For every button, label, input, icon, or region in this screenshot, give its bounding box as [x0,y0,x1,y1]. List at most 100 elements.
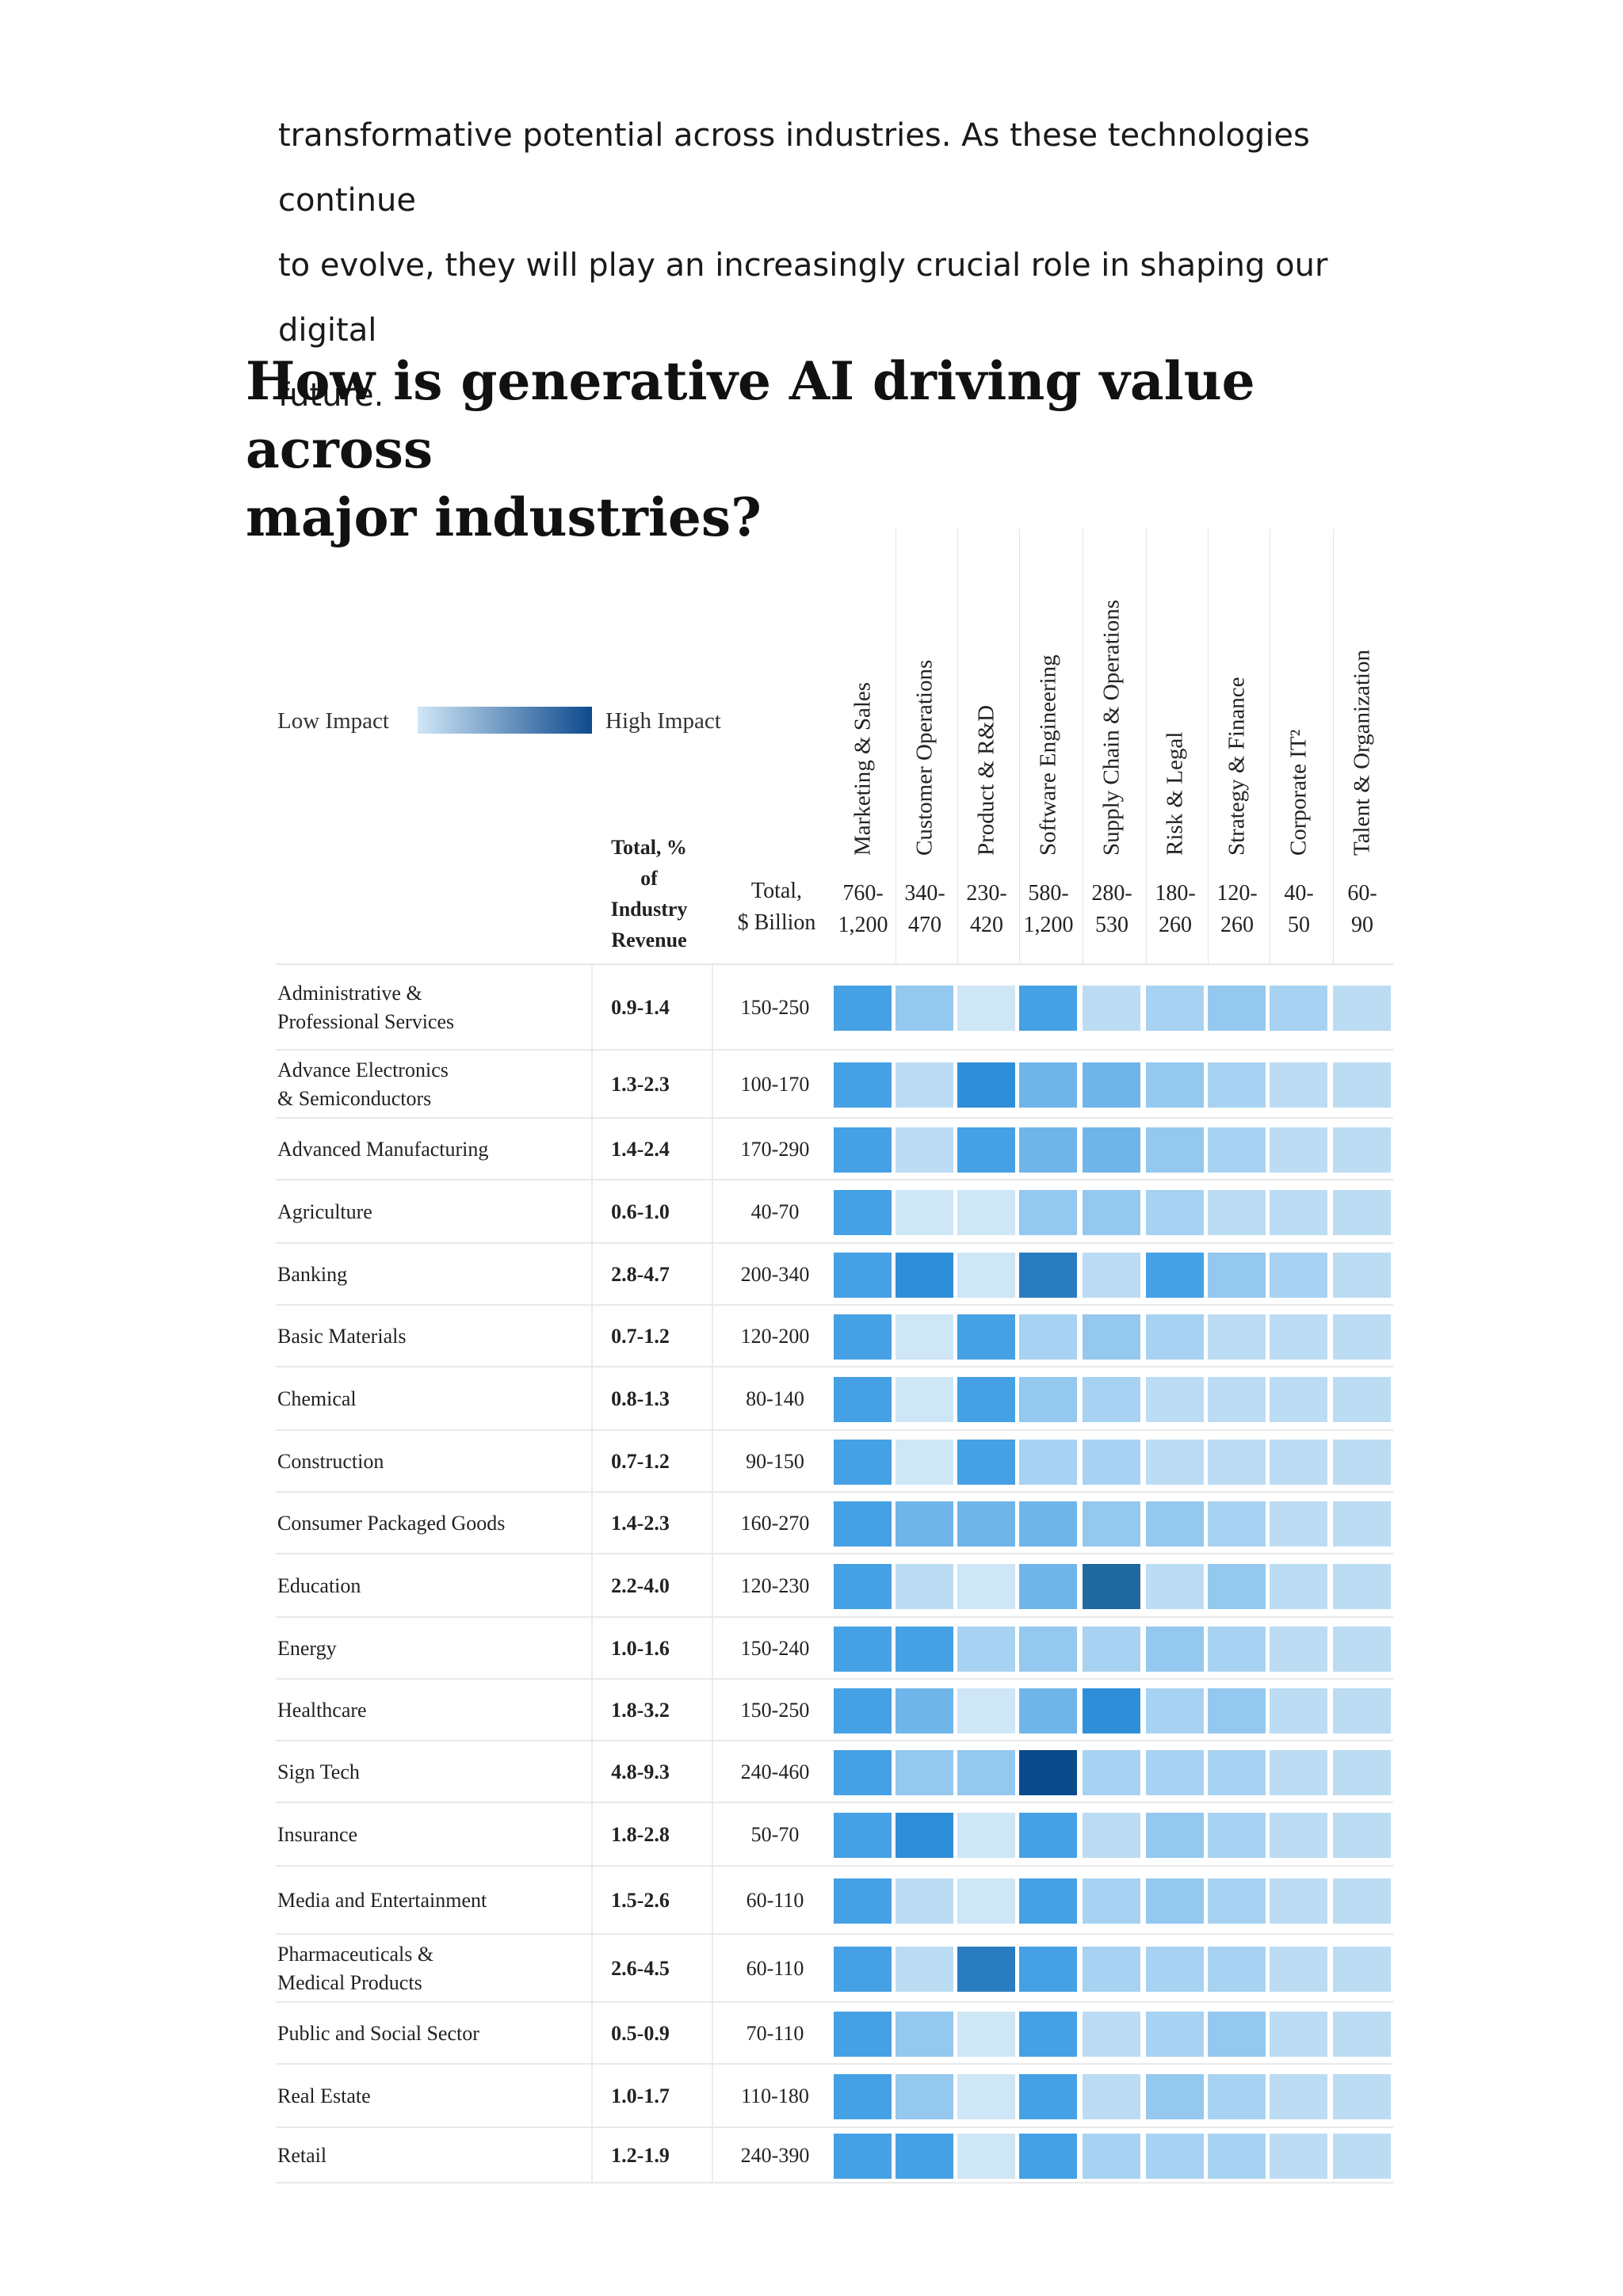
function-header: Risk & Legal [1144,539,1206,856]
industry-name-line: Consumer Packaged Goods [277,1512,506,1535]
industry-name: Energy [277,1618,579,1680]
heatmap-cell [1270,1878,1327,1924]
function-total-line: 340- [904,881,945,906]
heatmap-cell [1019,1253,1077,1298]
industry-revenue-pct: 1.0-1.7 [611,2084,670,2107]
function-total-line: 530 [1095,913,1128,937]
industry-row: Advance Electronics & Semiconductors 1.3-2… [276,1051,1393,1119]
heatmap-cell [957,1253,1015,1298]
industry-row: Retail 1.2-1.9 240-390 [276,2128,1393,2183]
function-header: Marketing & Sales [832,539,894,856]
heatmap-cell [1333,1190,1391,1235]
heatmap-cell [1083,1253,1140,1298]
industry-revenue-pct: 1.0-1.6 [611,1637,670,1660]
industry-revenue-pct: 1.4-2.3 [611,1512,670,1535]
legend-high-label: High Impact [605,708,721,734]
industry-revenue-pct: 1.8-3.2 [611,1699,670,1722]
industry-total-usd: 150-250 [740,996,810,1019]
heatmap-cell [1019,1627,1077,1672]
heatmap-cell [834,986,892,1031]
row-divider [276,1242,1393,1244]
industry-row: Sign Tech 4.8-9.3 240-460 [276,1741,1393,1803]
industry-total-usd: 100-170 [740,1073,810,1096]
heatmap-cell [1019,1062,1077,1108]
heatmap-cell [896,1947,953,1992]
function-header: Talent & Organization [1331,539,1393,856]
industry-name-line: Media and Entertainment [277,1889,487,1912]
industry-name: Retail [277,2128,579,2183]
heatmap-cell [1019,1501,1077,1547]
heatmap-cell [1270,1947,1327,1992]
function-total-line: 120- [1216,881,1258,906]
industry-total-usd: 150-240 [740,1637,810,1660]
heatmap-cell [1146,2074,1204,2119]
heatmap-cell [1270,1062,1327,1108]
heatmap-cell [834,2074,892,2119]
industry-name: Advance Electronics & Semiconductors [277,1051,579,1119]
header-line: of [640,867,658,890]
industry-revenue-pct: 1.2-1.9 [611,2144,670,2167]
heatmap-cell [834,1127,892,1173]
industry-total-usd: 80-140 [746,1387,804,1410]
column-divider [1333,529,1334,965]
industry-name-line: Real Estate [277,2084,371,2107]
column-divider [1019,529,1020,965]
function-total: 180- 260 [1144,878,1206,941]
function-label: Product & R&D [973,704,999,856]
heatmap-cell [1146,1190,1204,1235]
industry-name-line: Banking [277,1263,348,1286]
intro-line: transformative potential across industri… [278,117,1310,219]
heatmap-cell [1208,1688,1266,1733]
function-label: Risk & Legal [1162,731,1188,856]
heatmap-cell [896,1501,953,1547]
function-total: 60- 90 [1331,878,1393,941]
heatmap-cell [1208,1440,1266,1485]
row-divider [276,2182,1393,2183]
heatmap-cell [834,1440,892,1485]
function-label: Customer Operations [911,659,938,856]
function-header: Corporate IT² [1268,539,1330,856]
industry-row: Chemical 0.8-1.3 80-140 [276,1367,1393,1431]
heatmap-cell [1270,1127,1327,1173]
heatmap-cell [896,2134,953,2179]
industry-name-line: Advance Electronics [277,1058,449,1081]
heatmap-cell [896,1627,953,1672]
heatmap-cell [1083,1688,1140,1733]
industry-revenue-pct: 2.2-4.0 [611,1574,670,1597]
heatmap-cell [834,1190,892,1235]
function-total: 40- 50 [1268,878,1330,941]
industry-name-line: Construction [277,1450,384,1473]
heatmap-cell [957,1377,1015,1422]
industry-revenue-pct: 1.4-2.4 [611,1138,670,1161]
heatmap-cell [1146,1440,1204,1485]
heatmap-cell [1083,1878,1140,1924]
function-header: Supply Chain & Operations [1081,539,1143,856]
heatmap-cell [1083,1627,1140,1672]
function-label: Corporate IT² [1285,729,1312,856]
heatmap-cell [834,1062,892,1108]
function-total: 120- 260 [1206,878,1268,941]
heatmap-cell [1019,1440,1077,1485]
heatmap-cell [834,1813,892,1858]
heatmap-cell [1019,1377,1077,1422]
heatmap-cell [1019,2012,1077,2057]
heatmap-cell [957,2012,1015,2057]
heatmap-cell [1333,1440,1391,1485]
heatmap-cell [1146,1750,1204,1795]
industry-name-line: Medical Products [277,1971,422,1994]
heatmap-cell [1083,2134,1140,2179]
industry-row: Consumer Packaged Goods 1.4-2.3 160-270 [276,1493,1393,1554]
function-total-line: 470 [908,913,941,937]
industry-name-line: Education [277,1574,361,1597]
heatmap-cell [1019,2074,1077,2119]
industry-name-line: Professional Services [277,1010,455,1033]
industry-name-line: Energy [277,1637,337,1660]
heatmap-cell [834,2134,892,2179]
function-total-line: 50 [1288,913,1310,937]
function-total-line: 40- [1284,881,1314,906]
heatmap-cell [896,986,953,1031]
heatmap-cell [1333,1253,1391,1298]
industry-name: Real Estate [277,2065,579,2128]
industry-total-usd: 60-110 [746,1889,804,1912]
heatmap-cell [1019,986,1077,1031]
